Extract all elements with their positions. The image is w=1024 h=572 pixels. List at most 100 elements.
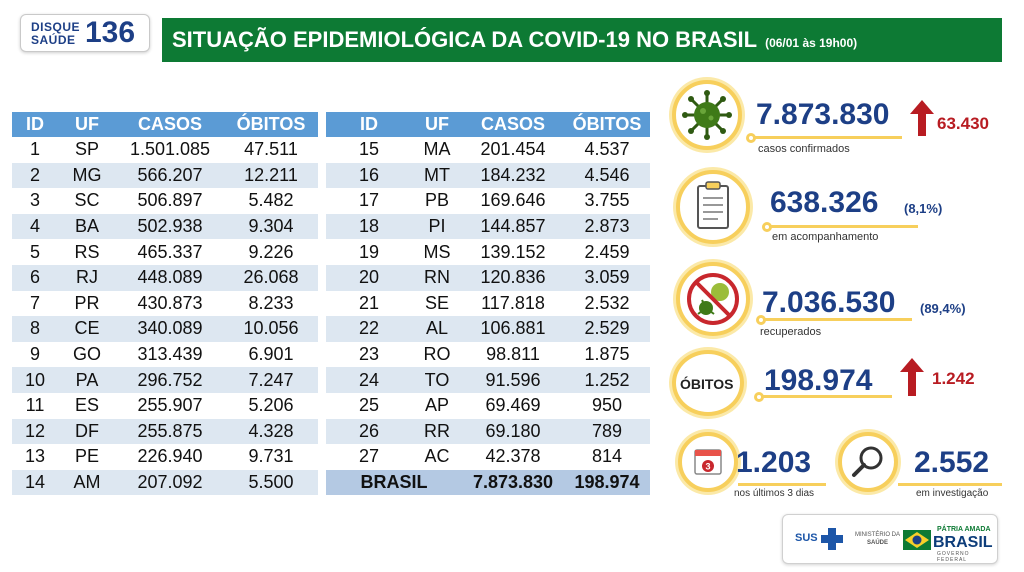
cell-uf: BA [58,213,116,240]
cell-id: 17 [358,190,380,211]
confirmados-underline [752,136,902,139]
cell-obitos: 2.459 [584,241,630,262]
cell-id: 13 [24,446,46,467]
table-row: 11 ES 255.907 5.206 [12,393,318,419]
table-row: 21 SE 117.818 2.532 [326,291,650,317]
col-id: ID [12,112,58,137]
ultimos-label: nos últimos 3 dias [734,488,815,499]
cell-casos: 98.811 [486,344,540,365]
obitos-increase: 1.242 [932,369,975,388]
col-obitos: ÓBITOS [564,112,650,137]
acompanhamento-label: em acompanhamento [772,231,879,243]
cell-obitos: 5.500 [224,469,318,496]
col-obitos: ÓBITOS [224,112,318,137]
cell-obitos: 4.546 [564,162,650,189]
table-row: 3 SC 506.897 5.482 [12,188,318,214]
cell-casos: 207.092 [116,469,224,496]
states-table-right: ID UF CASOS ÓBITOS 15 MA 201.454 4.537 16 MT 1… [326,112,650,496]
sus-logo: SUS [795,532,818,544]
title-bar: SITUAÇÃO EPIDEMIOLÓGICA DA COVID-19 NO B… [162,18,1002,62]
cell-id: 12 [12,418,58,445]
confirmados-label: casos confirmados [758,143,850,155]
logo-number: 136 [85,16,136,49]
investigacao-value: 2.552 [914,446,990,479]
cell-casos: 201.454 [480,139,546,160]
acompanhamento-underline [768,225,918,228]
cell-obitos: 1.252 [564,367,650,393]
cell-uf: PA [58,367,116,393]
confirmados-dot [746,133,756,143]
recuperados-value: 7.036.530 [762,286,896,319]
cell-id: 24 [326,367,412,393]
table-row: 17 PB 169.646 3.755 [326,188,650,214]
confirmados-increase: 63.430 [937,114,989,133]
cell-id: 1 [29,139,40,160]
obitos-underline [762,395,892,398]
cell-uf: AL [412,316,462,342]
table-row: 19 MS 139.152 2.459 [326,239,650,265]
cell-casos: 226.940 [137,446,203,467]
cell-obitos: 6.901 [248,344,294,365]
cell-uf: RO [423,344,451,365]
cell-obitos: 9.731 [248,446,294,467]
cell-uf: CE [58,316,116,342]
col-casos: CASOS [462,112,564,137]
cell-uf: PR [74,292,100,313]
calendar-icon: 3 [694,449,722,475]
cell-casos: 42.378 [485,446,541,467]
sus-cross-icon [821,528,843,550]
cell-casos: 465.337 [137,241,203,262]
investigacao-underline [898,483,1002,486]
ultimos-circle: 3 [678,432,738,492]
magnifier-icon [852,446,883,477]
cell-id: 22 [326,316,412,342]
brazil-flag-icon [903,530,931,550]
disque-saude-logo: DISQUE SAÚDE 136 [20,14,150,52]
cell-obitos: 2.529 [564,316,650,342]
cell-obitos: 5.206 [248,395,294,416]
cell-casos: 313.439 [137,344,203,365]
cell-casos: 69.469 [485,395,541,416]
cell-id: 14 [12,469,58,496]
cell-id: 10 [12,367,58,393]
cell-id: 8 [12,316,58,342]
cell-casos: 106.881 [462,316,564,342]
cell-id: 3 [29,190,40,211]
cell-uf: PI [412,213,462,240]
table-row: 9 GO 313.439 6.901 [12,342,318,368]
cell-uf: RS [74,241,100,262]
cell-obitos: 47.511 [244,139,298,160]
cell-obitos: 789 [564,418,650,445]
cell-casos: 91.596 [462,367,564,393]
recuperados-circle [676,262,750,336]
col-uf: UF [412,112,462,137]
table-header-row: ID UF CASOS ÓBITOS [326,112,650,137]
table-row: 15 MA 201.454 4.537 [326,137,650,163]
cell-casos: 340.089 [116,316,224,342]
acompanhamento-value: 638.326 [770,186,879,219]
cell-obitos: 814 [591,446,623,467]
cell-id: 23 [358,344,380,365]
table-row: 7 PR 430.873 8.233 [12,291,318,317]
col-casos: CASOS [116,112,224,137]
cell-casos: 117.818 [481,292,545,313]
investigacao-label: em investigação [916,488,989,499]
recuperados-dot [756,315,766,325]
calendar-number: 3 [705,462,710,472]
total-obitos: 198.974 [564,469,650,496]
page-title: SITUAÇÃO EPIDEMIOLÓGICA DA COVID-19 NO B… [172,27,858,52]
cell-casos: 120.836 [462,264,564,291]
cell-uf: TO [412,367,462,393]
obitos-dot [754,392,764,402]
cell-casos: 184.232 [462,162,564,189]
table-row: 2 MG 566.207 12.211 [12,162,318,189]
cell-obitos: 4.537 [584,139,630,160]
table-row: 4 BA 502.938 9.304 [12,213,318,240]
cell-uf: MA [423,139,451,160]
acompanhamento-circle [676,170,750,244]
cell-id: 5 [29,241,40,262]
cell-uf: RN [412,264,462,291]
cell-id: 4 [12,213,58,240]
arrow-up-icon [900,358,924,396]
cell-obitos: 7.247 [224,367,318,393]
